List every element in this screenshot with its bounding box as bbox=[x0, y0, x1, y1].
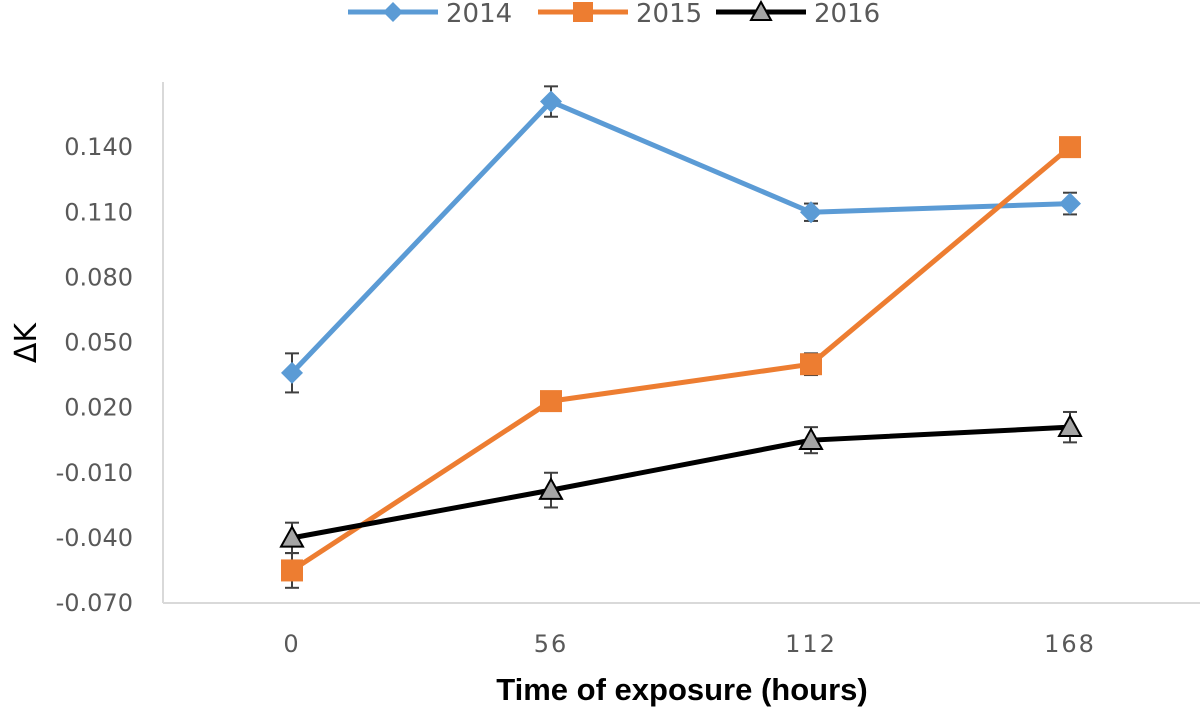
x-axis-title: Time of exposure (hours) bbox=[496, 672, 868, 707]
y-tick-label: -0.010 bbox=[56, 459, 133, 487]
legend-label: 2014 bbox=[446, 0, 512, 29]
y-tick-label: 0.110 bbox=[64, 198, 133, 226]
y-axis-title: ΔK bbox=[9, 322, 44, 364]
series-line bbox=[290, 145, 1072, 573]
data-point bbox=[540, 390, 562, 413]
data-point bbox=[800, 353, 822, 376]
x-tick-label: 56 bbox=[534, 630, 569, 658]
data-point bbox=[798, 427, 824, 450]
data-point bbox=[800, 201, 822, 224]
data-point bbox=[281, 559, 303, 582]
series-group bbox=[279, 85, 1083, 589]
legend: 2014 2015 2016 bbox=[348, 0, 880, 29]
x-tick-labels: 0 56 112 168 bbox=[283, 630, 1096, 658]
data-point bbox=[1059, 192, 1081, 215]
data-point bbox=[540, 90, 562, 113]
legend-label: 2016 bbox=[814, 0, 880, 29]
x-tick-label: 0 bbox=[283, 630, 300, 658]
y-tick-label: 0.050 bbox=[64, 329, 133, 357]
y-tick-label: 0.140 bbox=[64, 133, 133, 161]
legend-item-2015: 2015 bbox=[538, 0, 702, 29]
data-point bbox=[1057, 414, 1083, 437]
data-point bbox=[279, 524, 305, 548]
data-point bbox=[749, 0, 773, 21]
data-point bbox=[573, 2, 593, 22]
series-2014 bbox=[281, 85, 1081, 394]
series-line bbox=[291, 424, 1071, 541]
y-tick-label: -0.070 bbox=[56, 589, 133, 617]
y-tick-label: 0.080 bbox=[64, 263, 133, 291]
legend-label: 2015 bbox=[636, 0, 702, 29]
series-2015 bbox=[281, 136, 1081, 589]
legend-item-2016: 2016 bbox=[716, 0, 880, 29]
series-2016 bbox=[279, 410, 1083, 555]
series-line bbox=[290, 99, 1071, 375]
data-point bbox=[538, 477, 564, 500]
data-point bbox=[383, 2, 403, 22]
data-point bbox=[1059, 136, 1081, 159]
y-tick-labels: -0.070 -0.040 -0.010 0.020 0.050 0.080 0.110 0.… bbox=[56, 133, 133, 617]
x-tick-label: 168 bbox=[1044, 630, 1096, 658]
axes bbox=[162, 82, 1200, 604]
y-tick-label: 0.020 bbox=[64, 394, 133, 422]
y-tick-label: -0.040 bbox=[56, 524, 133, 552]
data-point bbox=[281, 361, 303, 384]
x-tick-label: 112 bbox=[785, 630, 837, 658]
legend-item-2014: 2014 bbox=[348, 0, 512, 29]
